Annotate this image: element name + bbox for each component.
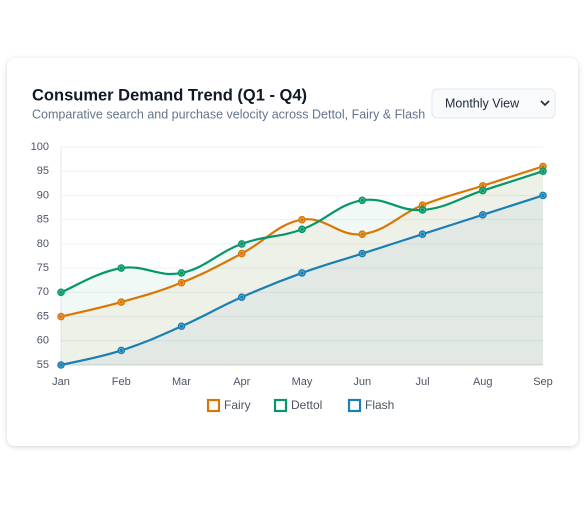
x-tick-label: Jan xyxy=(52,376,70,388)
dropdown[interactable] xyxy=(431,88,556,119)
data-point xyxy=(418,230,427,238)
data-point-ring xyxy=(58,362,64,368)
data-point-ring xyxy=(239,251,245,256)
data-point xyxy=(117,346,126,355)
data-point-ring xyxy=(480,212,486,218)
data-point-ring xyxy=(540,168,546,174)
data-point xyxy=(117,298,126,306)
dropdown-chevron[interactable] xyxy=(540,100,550,107)
data-point-ring xyxy=(420,207,425,213)
data-point xyxy=(358,249,367,258)
data-point xyxy=(478,186,487,195)
data-point-ring xyxy=(359,251,365,256)
legend-swatch xyxy=(206,398,221,413)
y-tick-label: 60 xyxy=(37,335,49,347)
legend-swatch xyxy=(273,398,288,413)
data-point-ring xyxy=(359,197,365,203)
data-point xyxy=(478,211,487,219)
data-point xyxy=(57,361,65,369)
data-point-ring xyxy=(239,241,245,247)
data-point-ring xyxy=(299,217,305,223)
data-point-ring xyxy=(118,299,124,305)
data-point xyxy=(177,322,186,331)
data-point xyxy=(57,312,65,321)
y-tick-label: 95 xyxy=(37,165,49,177)
data-point xyxy=(237,293,246,301)
data-point xyxy=(539,167,547,176)
x-tick-label: Mar xyxy=(172,376,191,388)
x-tick-label: Aug xyxy=(473,376,493,388)
data-point xyxy=(237,249,246,258)
data-point-ring xyxy=(58,289,64,295)
data-point-ring xyxy=(179,270,184,276)
data-point xyxy=(358,230,367,238)
data-point xyxy=(358,196,367,205)
data-point-ring xyxy=(480,188,486,194)
x-tick-label: Sep xyxy=(533,376,553,388)
data-point xyxy=(298,269,306,277)
data-point-ring xyxy=(239,294,245,300)
data-point xyxy=(298,225,306,234)
legend-swatch xyxy=(347,398,362,413)
series-line xyxy=(60,194,544,367)
y-tick-label: 80 xyxy=(37,238,49,250)
data-point-ring xyxy=(299,270,305,276)
chart-title: Consumer Demand Trend (Q1 - Q4) xyxy=(32,86,307,104)
dropdown-label[interactable]: Monthly View xyxy=(445,96,520,110)
data-point xyxy=(177,269,186,277)
x-tick-label: Apr xyxy=(233,376,250,388)
data-point xyxy=(117,264,126,272)
data-point xyxy=(298,215,306,224)
data-point-ring xyxy=(299,226,305,232)
legend-label: Dettol xyxy=(291,398,322,412)
x-tick-label: May xyxy=(292,376,313,388)
series-area xyxy=(61,166,543,365)
series-area xyxy=(61,171,543,365)
legend-label: Flash xyxy=(365,398,394,412)
chart-subtitle: Comparative search and purchase velocity… xyxy=(32,107,425,121)
data-point-ring xyxy=(359,231,365,237)
data-point-ring xyxy=(420,231,425,237)
card xyxy=(7,58,578,446)
data-point xyxy=(177,278,186,287)
data-point xyxy=(539,191,547,200)
y-tick-label: 85 xyxy=(37,214,49,226)
data-point-ring xyxy=(179,323,184,329)
data-point-ring xyxy=(179,280,184,286)
x-tick-label: Jun xyxy=(353,376,371,388)
y-tick-label: 55 xyxy=(37,359,49,371)
data-point xyxy=(418,206,427,214)
y-tick-label: 70 xyxy=(37,286,49,298)
y-tick-label: 90 xyxy=(37,189,49,201)
data-point-ring xyxy=(118,348,124,353)
legend-label: Fairy xyxy=(224,398,251,412)
data-point-ring xyxy=(58,314,64,319)
y-tick-label: 65 xyxy=(37,310,49,322)
y-tick-label: 75 xyxy=(37,262,49,274)
data-point xyxy=(237,240,246,248)
data-point xyxy=(57,288,65,297)
data-point-ring xyxy=(540,193,546,198)
x-tick-label: Feb xyxy=(112,376,131,388)
y-tick-label: 100 xyxy=(31,141,49,153)
data-point-ring xyxy=(118,265,124,271)
x-tick-label: Jul xyxy=(415,376,429,388)
